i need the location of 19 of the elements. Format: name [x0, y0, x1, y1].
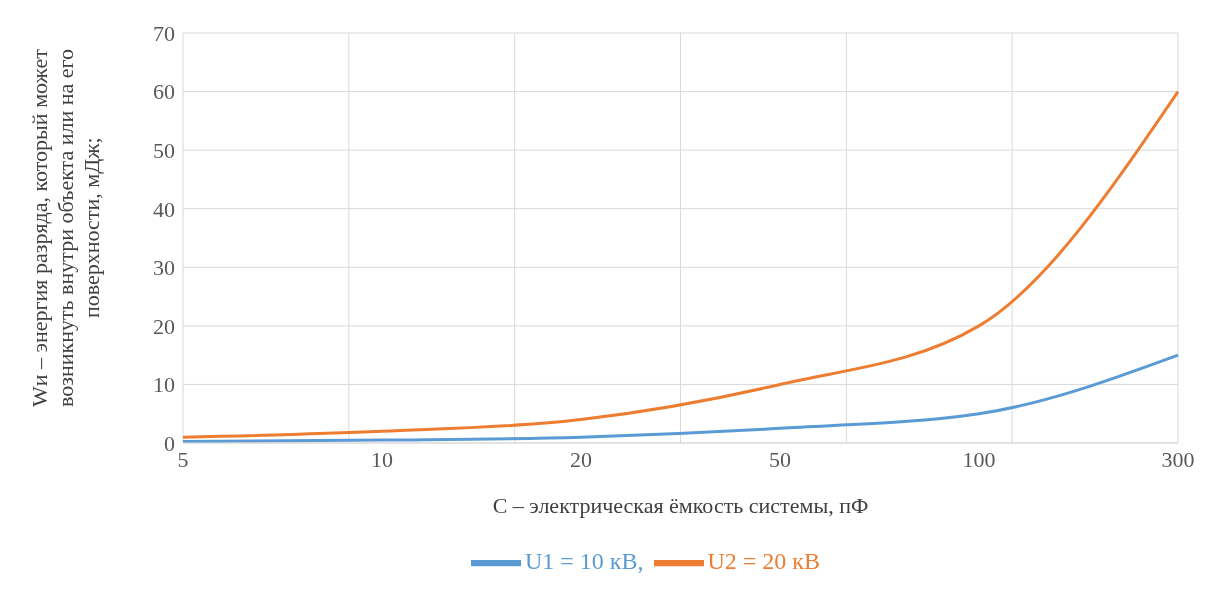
- x-axis-title: C – электрическая ёмкость системы, пФ: [492, 493, 869, 518]
- y-tick-label: 30: [153, 255, 175, 281]
- y-tick-label: 60: [153, 79, 175, 105]
- y-tick-label: 40: [153, 196, 175, 222]
- line-series: [181, 90, 1180, 439]
- x-tick-label: 100: [962, 446, 996, 472]
- legend-label: U2 = 20 кВ: [707, 547, 821, 574]
- y-tick-label: 20: [153, 313, 175, 339]
- y-tick-label: 10: [153, 372, 175, 398]
- x-tick-label: 300: [1161, 446, 1195, 472]
- y-tick-label: 70: [153, 20, 175, 46]
- y-tick-label: 0: [164, 430, 175, 456]
- x-tick-label: 20: [570, 446, 592, 472]
- y-tick-label: 50: [153, 137, 175, 163]
- x-tick-label: 50: [769, 446, 791, 472]
- x-tick-label: 10: [371, 446, 393, 472]
- y-axis-title: Wи – энергия разряда, который может возникнуть внутри объекта или на его поверхности, мДж;: [26, 48, 105, 410]
- x-tick-label: 5: [177, 446, 189, 472]
- legend-label: U1 = 10 кВ,: [524, 547, 644, 574]
